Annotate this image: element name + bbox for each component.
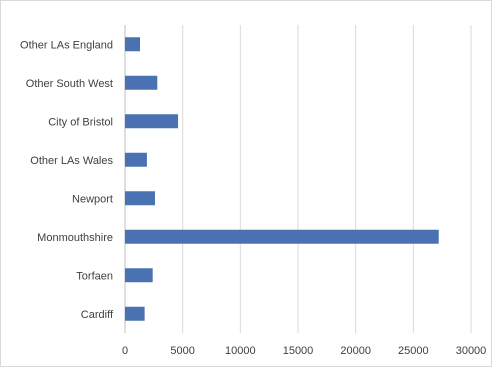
- bar: [125, 114, 179, 129]
- bar-chart: Other LAs England Other South West City of…: [20, 25, 486, 357]
- bar: [125, 268, 153, 283]
- category-label: Other LAs Wales: [30, 155, 113, 167]
- category-label: Cardiff: [81, 309, 114, 321]
- bar: [125, 152, 147, 167]
- x-tick-label: 30000: [456, 345, 487, 357]
- x-tick-label: 10000: [225, 345, 256, 357]
- gridlines: [124, 25, 472, 333]
- category-label: Monmouthshire: [37, 232, 113, 244]
- x-tick-label: 0: [122, 345, 128, 357]
- category-labels: Other LAs England Other South West City of…: [20, 39, 114, 321]
- x-tick-label: 15000: [283, 345, 314, 357]
- category-label: Other South West: [26, 78, 113, 90]
- bar: [125, 75, 158, 90]
- bar: [125, 191, 155, 206]
- bar: [125, 37, 140, 52]
- bar: [125, 306, 145, 321]
- x-tick-label: 25000: [398, 345, 429, 357]
- bar: [125, 229, 439, 244]
- x-tick-label: 20000: [340, 345, 371, 357]
- category-label: Newport: [72, 193, 113, 205]
- x-tick-label: 5000: [170, 345, 194, 357]
- category-label: Other LAs England: [20, 39, 113, 51]
- category-label: City of Bristol: [48, 116, 113, 128]
- x-tick-labels: 0 5000 10000 15000 20000 25000 30000: [122, 345, 486, 357]
- category-label: Torfaen: [76, 270, 113, 282]
- bars: [125, 37, 439, 321]
